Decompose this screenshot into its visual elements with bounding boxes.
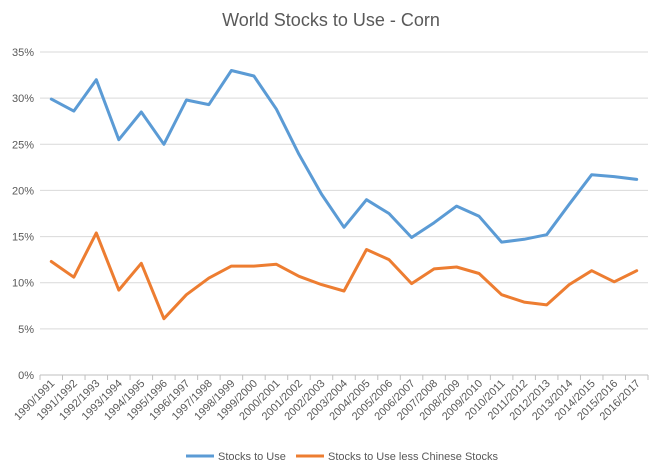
y-tick-label: 20% — [12, 185, 34, 197]
y-tick-label: 0% — [18, 370, 34, 382]
y-tick-label: 30% — [12, 93, 34, 105]
legend: Stocks to Use Stocks to Use less Chinese … — [186, 451, 498, 463]
chart-title: World Stocks to Use - Corn — [222, 10, 440, 30]
y-axis-ticks: 0% 5% 10% 15% 20% 25% 30% 35% — [12, 47, 34, 382]
y-tick-label: 15% — [12, 232, 34, 244]
y-tick-label: 35% — [12, 47, 34, 59]
gridlines — [40, 51, 648, 376]
series-lines — [49, 69, 639, 321]
y-tick-label: 25% — [12, 139, 34, 151]
x-axis-ticks: 1990/19911991/19921992/19931993/19941994… — [12, 375, 649, 423]
series-line-2 — [49, 231, 639, 321]
y-tick-label: 10% — [12, 278, 34, 290]
series-line-1 — [49, 69, 639, 244]
legend-label: Stocks to Use — [218, 451, 286, 463]
legend-label: Stocks to Use less Chinese Stocks — [328, 451, 498, 463]
y-tick-label: 5% — [18, 324, 34, 336]
